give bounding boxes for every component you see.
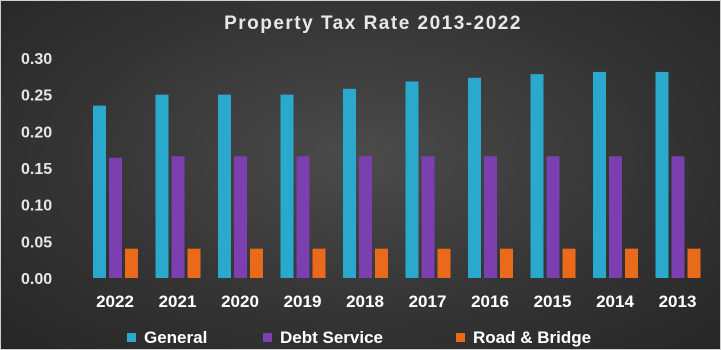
bar-general-2021 (155, 94, 169, 279)
bar-general-2016 (468, 77, 481, 278)
bar-general-2015 (530, 74, 544, 278)
bar-road-bridge-2017 (437, 248, 451, 278)
x-tick-label: 2021 (159, 292, 197, 311)
bar-debt-service-2015 (546, 156, 560, 278)
x-tick-label: 2015 (534, 292, 572, 311)
legend: General Debt Service Road & Bridge (127, 328, 591, 347)
bar-debt-service-2020 (234, 156, 247, 278)
y-tick-label: 0.25 (21, 88, 52, 105)
bar-road-bridge-2021 (187, 248, 201, 278)
bars (93, 71, 701, 279)
x-tick-label: 2017 (409, 292, 447, 311)
y-tick-label: 0.05 (21, 234, 52, 251)
bar-road-bridge-2013 (687, 248, 701, 278)
legend-label: Road & Bridge (473, 328, 591, 347)
y-tick-label: 0.20 (21, 124, 52, 141)
bar-general-2018 (343, 88, 356, 278)
bar-debt-service-2022 (109, 157, 122, 278)
bar-debt-service-2017 (421, 156, 435, 278)
bar-general-2013 (655, 71, 669, 278)
x-tick-label: 2022 (96, 292, 134, 311)
x-tick-label: 2016 (471, 292, 509, 311)
chart-title: Property Tax Rate 2013-2022 (224, 13, 522, 34)
bar-road-bridge-2015 (562, 248, 576, 278)
bar-debt-service-2021 (171, 156, 185, 278)
bar-road-bridge-2020 (250, 248, 263, 278)
bar-debt-service-2018 (359, 156, 372, 278)
bar-debt-service-2016 (484, 156, 497, 278)
bar-road-bridge-2016 (500, 248, 513, 278)
legend-label: General (144, 328, 207, 347)
y-tick-label: 0.30 (21, 51, 52, 68)
bar-debt-service-2019 (296, 156, 310, 278)
legend-swatch (263, 333, 272, 342)
x-tick-label: 2020 (221, 292, 259, 311)
bar-debt-service-2014 (609, 156, 622, 278)
x-tick-label: 2018 (346, 292, 384, 311)
y-tick-label: 0.00 (21, 271, 52, 288)
bar-general-2019 (280, 94, 294, 279)
bar-general-2020 (218, 94, 231, 279)
y-tick-label: 0.10 (21, 198, 52, 215)
legend-swatch (127, 333, 136, 342)
bar-general-2022 (93, 105, 106, 279)
legend-label: Debt Service (280, 328, 383, 347)
bar-debt-service-2013 (671, 156, 685, 278)
bar-road-bridge-2018 (375, 248, 388, 278)
x-tick-label: 2019 (284, 292, 322, 311)
bar-road-bridge-2019 (312, 248, 326, 278)
bar-road-bridge-2022 (125, 248, 138, 278)
y-tick-label: 0.15 (21, 161, 52, 178)
x-tick-label: 2014 (596, 292, 634, 311)
bar-general-2017 (405, 81, 419, 278)
legend-swatch (456, 333, 465, 342)
y-axis: 0.00 0.05 0.10 0.15 0.20 0.25 0.30 (21, 51, 52, 288)
x-axis: 2022 2021 2020 2019 2018 2017 2016 2015 2014 2013 (96, 292, 696, 311)
x-tick-label: 2013 (659, 292, 697, 311)
bar-general-2014 (593, 71, 606, 278)
bar-road-bridge-2014 (625, 248, 638, 278)
